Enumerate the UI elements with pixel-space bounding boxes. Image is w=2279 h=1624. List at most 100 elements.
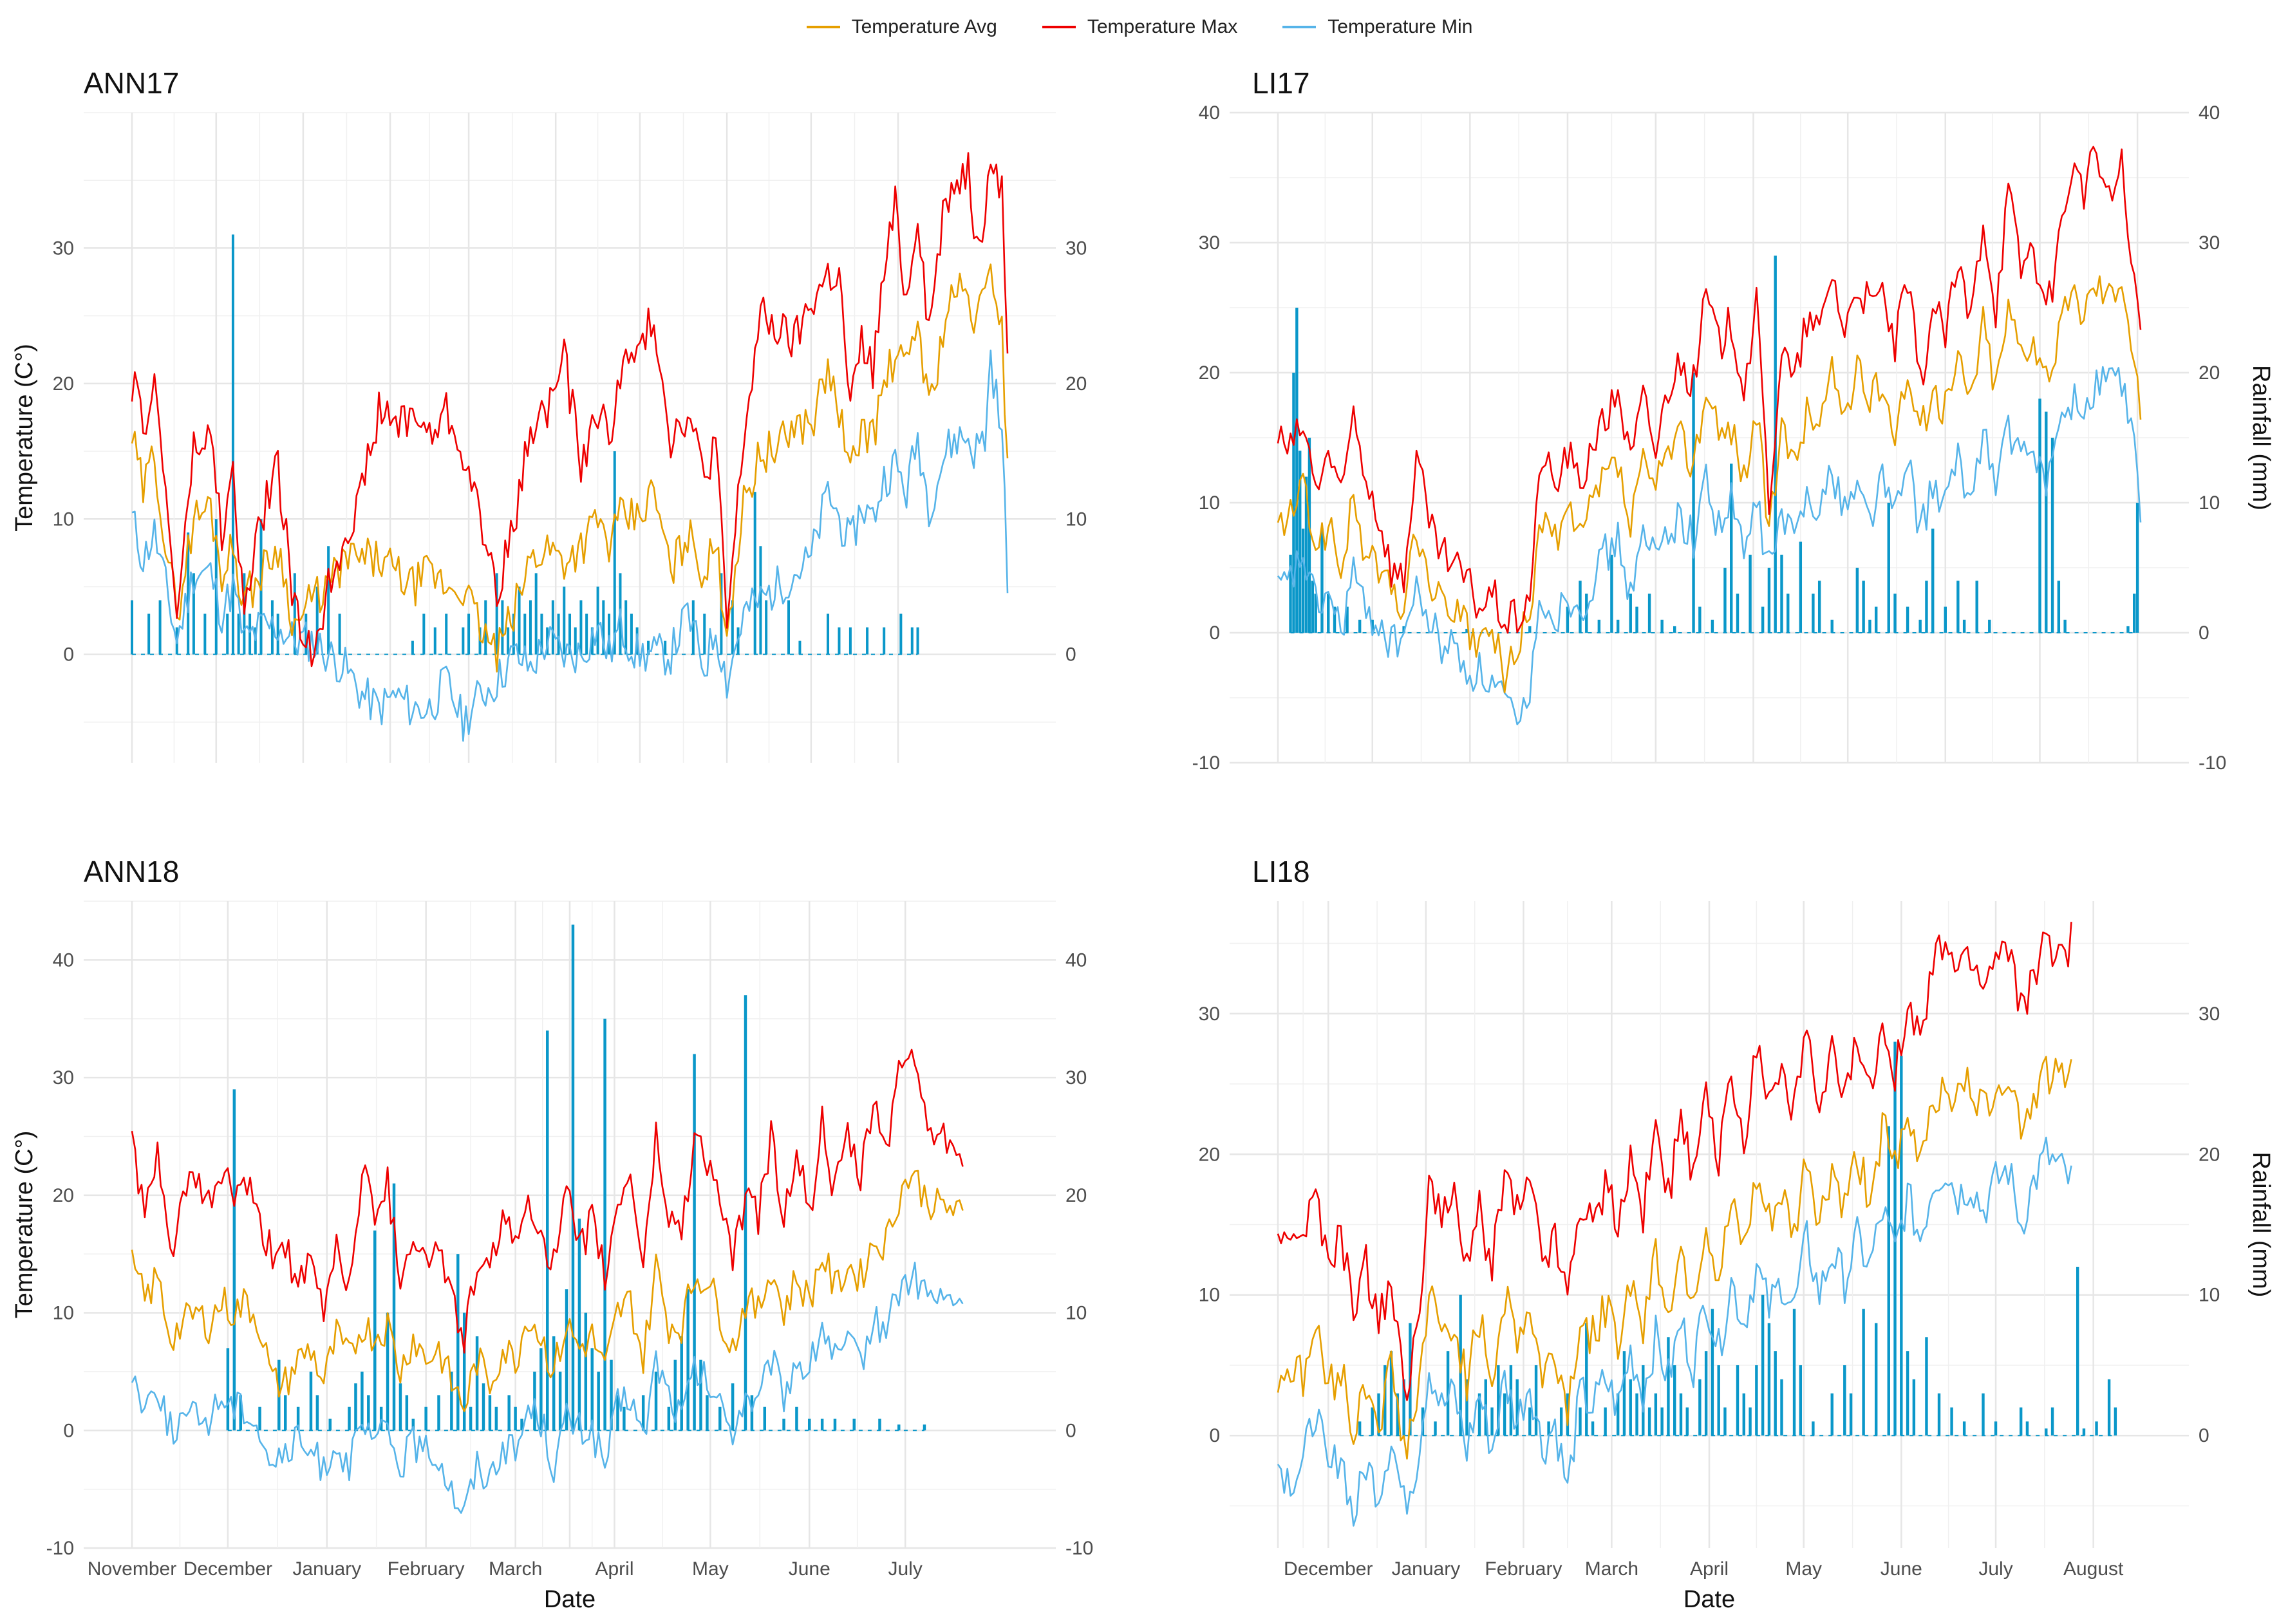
panel-ann17: ANN17 0 0 10 10 20 20 30 30 Temperature (C°): [11, 66, 1087, 763]
rain-bar: [338, 613, 341, 655]
rain-bar: [1774, 1351, 1777, 1436]
rain-bar: [1622, 1351, 1626, 1436]
rain-bar: [147, 613, 151, 655]
rain-bar: [411, 1419, 415, 1431]
y-tick-label-right: 30: [2199, 232, 2220, 254]
series-temperature-max: [1277, 922, 2072, 1401]
rain-bar: [1749, 554, 1752, 633]
rain-bar: [1629, 1379, 1632, 1436]
rain-bar: [1900, 1056, 1903, 1436]
x-tick-label: February: [388, 1558, 465, 1580]
y-tick-label-left: 0: [63, 644, 74, 666]
panel-title: LI18: [1252, 855, 1310, 888]
rain-bar: [782, 1419, 785, 1431]
rain-bar: [664, 640, 667, 655]
rain-bar: [249, 613, 252, 655]
rain-bar: [630, 613, 633, 655]
rain-bar: [1358, 1421, 1362, 1436]
rain-bar: [1547, 1421, 1550, 1436]
rain-bar: [373, 1230, 377, 1431]
rain-bar: [827, 613, 830, 655]
rain-bar: [565, 1289, 568, 1431]
y-tick-label-left: 40: [53, 949, 74, 971]
rain-bar: [1333, 606, 1336, 633]
y-tick-label-right: 40: [2199, 102, 2220, 124]
rain-bar: [647, 640, 650, 655]
rain-bar: [379, 1406, 383, 1431]
rain-bar: [462, 1312, 466, 1431]
rain-bar: [1308, 438, 1311, 633]
rain-bar: [866, 627, 869, 655]
rain-bar: [1767, 568, 1771, 633]
y-tick-label-left: -10: [1192, 752, 1220, 774]
series-temperature-max: [131, 152, 1009, 667]
rain-bar: [1383, 1365, 1387, 1436]
rain-bar: [1962, 1421, 1966, 1436]
y-tick-label-left: 20: [53, 1185, 74, 1206]
panel-ann18: ANN18 -10 -10 0 0 10 10 20 20 30 30 40 40 November Dec…: [11, 855, 1093, 1613]
rain-bar: [706, 1395, 709, 1431]
rain-bar: [1610, 554, 1613, 633]
rain-bar: [488, 1395, 492, 1431]
rain-bar: [534, 573, 538, 655]
rain-bar: [354, 1383, 357, 1431]
rain-bar: [2076, 1267, 2079, 1436]
rain-bar: [1925, 1337, 1928, 1436]
rain-bar: [2038, 398, 2041, 633]
rain-bar: [1830, 619, 1834, 633]
y-tick-label-left: 30: [1199, 232, 1220, 254]
rain-bar: [1698, 606, 1702, 633]
y-tick-label-left: 0: [63, 1420, 74, 1441]
rain-bar: [1497, 1365, 1500, 1436]
rain-bar: [2063, 619, 2067, 633]
rain-bar: [820, 1419, 824, 1431]
rain-bar: [795, 1406, 798, 1431]
y-tick-label-left: 30: [1199, 1003, 1220, 1025]
rain-bar: [1647, 593, 1651, 633]
rain-bar: [750, 1395, 754, 1431]
y-tick-label-right: 10: [1065, 509, 1087, 530]
rain-bar: [731, 1383, 735, 1431]
x-axis-title: Date: [1683, 1586, 1735, 1613]
rain-bar: [1642, 1365, 1645, 1436]
rain-bar: [731, 600, 734, 655]
rain-bar: [450, 1371, 453, 1431]
rain-bar: [1314, 593, 1317, 633]
rain-bar: [763, 1406, 767, 1431]
rain-bar: [437, 1395, 440, 1431]
rain-bar: [720, 573, 723, 655]
rain-bar: [1874, 1323, 1878, 1436]
rain-bar: [1490, 1407, 1494, 1436]
rain-bar: [1962, 619, 1966, 633]
y-tick-label-right: 20: [2199, 1144, 2220, 1165]
rain-bar: [1723, 1407, 1727, 1436]
rain-bar: [1358, 619, 1362, 633]
rain-bar: [1579, 1407, 1582, 1436]
rain-bar: [579, 600, 583, 655]
rain-bar: [507, 627, 510, 655]
y-tick-label-right: 0: [1065, 1420, 1076, 1441]
y-tick-label-right: 0: [2199, 622, 2209, 644]
rain-bar: [1925, 581, 1928, 633]
rain-bar: [1346, 606, 1349, 633]
panel-li17: LI17 -10 -10 0 0 10 10 20 20 30 30 40 40 Rainfall (mm…: [1192, 66, 2274, 774]
rain-bar: [691, 600, 695, 655]
rain-bar: [361, 1371, 364, 1431]
rain-bar: [1755, 1365, 1758, 1436]
rain-bar: [808, 1419, 811, 1431]
rain-bar: [1698, 1379, 1702, 1436]
rain-bar: [456, 1254, 460, 1431]
x-tick-label: July: [1978, 1558, 2012, 1580]
y2-axis-title: Rainfall (mm): [2247, 365, 2274, 510]
rain-bar: [501, 600, 504, 655]
rain-bar: [1402, 1379, 1405, 1436]
rain-bar: [623, 1406, 626, 1431]
rain-bar: [1377, 1393, 1380, 1436]
rain-bar: [1566, 606, 1570, 633]
rain-bar: [284, 1395, 287, 1431]
rain-bar: [1299, 451, 1302, 633]
rain-bar: [1616, 619, 1620, 633]
legend-label-max: Temperature Max: [1087, 16, 1238, 37]
x-tick-label: February: [1485, 1558, 1562, 1580]
rain-bar: [590, 1348, 594, 1431]
